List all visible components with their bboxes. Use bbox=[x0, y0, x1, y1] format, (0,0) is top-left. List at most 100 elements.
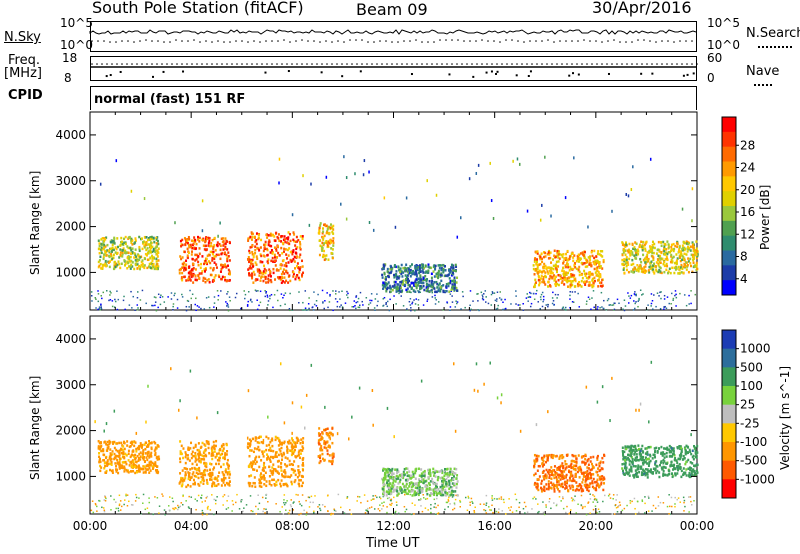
velocity-speckle bbox=[531, 508, 533, 510]
velocity-speckle bbox=[543, 513, 546, 516]
velocity-echo-cell bbox=[214, 456, 217, 459]
velocity-speckle bbox=[595, 498, 598, 501]
velocity-speckle bbox=[104, 500, 107, 502]
power-echo-cell bbox=[634, 252, 637, 255]
nave-point bbox=[316, 63, 318, 65]
velocity-echo-cell bbox=[179, 457, 182, 460]
power-echo-cell bbox=[323, 254, 326, 258]
power-echo-cell bbox=[396, 285, 399, 289]
velocity-speckle bbox=[286, 500, 288, 502]
power-sparse-echo bbox=[468, 177, 471, 181]
power-echo-cell bbox=[572, 267, 575, 271]
power-echo-cell bbox=[296, 274, 299, 277]
velocity-echo-cell bbox=[100, 441, 103, 445]
power-echo-cell bbox=[665, 255, 668, 258]
velocity-echo-cell bbox=[323, 428, 326, 432]
velocity-echo-cell bbox=[194, 482, 197, 486]
power-speckle bbox=[154, 304, 156, 307]
velocity-speckle bbox=[515, 498, 518, 501]
velocity-echo-cell bbox=[261, 450, 264, 453]
velocity-echo-cell bbox=[148, 440, 151, 443]
power-echo-cell bbox=[412, 269, 415, 273]
nsearch-point bbox=[583, 39, 585, 41]
power-echo-cell bbox=[674, 261, 677, 265]
velocity-echo-cell bbox=[431, 492, 434, 496]
nave-point bbox=[351, 63, 353, 65]
power-echo-cell bbox=[682, 265, 685, 269]
velocity-speckle bbox=[308, 506, 311, 508]
power-echo-cell bbox=[180, 244, 183, 248]
freq-outlier bbox=[640, 72, 643, 75]
power-speckle bbox=[373, 307, 376, 309]
power-echo-cell bbox=[387, 275, 390, 279]
power-echo-cell bbox=[573, 254, 576, 257]
power-echo-cell bbox=[213, 276, 216, 279]
power-echo-cell bbox=[665, 251, 668, 254]
power-echo-cell bbox=[203, 270, 206, 273]
velocity-echo-cell bbox=[262, 467, 265, 470]
velocity-echo-cell bbox=[111, 450, 114, 453]
power-echo-cell bbox=[450, 266, 453, 269]
power-speckle bbox=[99, 309, 101, 311]
power-echo-cell bbox=[191, 246, 194, 250]
power-speckle bbox=[539, 296, 542, 298]
power-echo-cell bbox=[131, 247, 134, 250]
power-echo-cell bbox=[155, 238, 158, 241]
power-echo-cell bbox=[549, 269, 552, 273]
power-echo-cell bbox=[292, 231, 295, 234]
power-echo-cell bbox=[275, 269, 278, 272]
velocity-echo-cell bbox=[319, 454, 322, 457]
power-echo-cell bbox=[538, 283, 541, 287]
power-echo-cell bbox=[589, 262, 592, 265]
power-echo-cell bbox=[197, 260, 200, 264]
velocity-echo-cell bbox=[222, 474, 225, 477]
power-echo-cell bbox=[596, 279, 599, 282]
velocity-speckle bbox=[245, 504, 248, 506]
power-echo-cell bbox=[213, 257, 216, 261]
power-echo-cell bbox=[420, 263, 423, 266]
power-speckle bbox=[354, 305, 356, 307]
power-speckle bbox=[288, 309, 291, 312]
power-echo-cell bbox=[554, 263, 557, 266]
power-echo-cell bbox=[149, 266, 152, 270]
power-speckle bbox=[437, 301, 440, 303]
power-echo-cell bbox=[445, 282, 448, 286]
power-echo-cell bbox=[687, 270, 690, 274]
velocity-echo-cell bbox=[252, 481, 255, 485]
power-speckle bbox=[303, 309, 306, 311]
power-echo-cell bbox=[569, 265, 572, 269]
power-speckle bbox=[496, 298, 498, 300]
nave-point bbox=[366, 63, 368, 65]
power-echo-cell bbox=[455, 281, 458, 284]
power-echo-cell bbox=[406, 287, 409, 290]
power-speckle bbox=[196, 305, 199, 307]
velocity-echo-cell bbox=[281, 458, 284, 461]
velocity-echo-cell bbox=[323, 446, 326, 449]
velocity-echo-cell bbox=[274, 468, 277, 471]
power-echo-cell bbox=[427, 263, 430, 266]
power-echo-cell bbox=[401, 283, 404, 286]
nsearch-point bbox=[229, 41, 231, 43]
velocity-echo-cell bbox=[410, 485, 413, 489]
power-echo-cell bbox=[447, 273, 450, 277]
nsearch-point bbox=[427, 41, 429, 43]
power-echo-cell bbox=[409, 271, 412, 274]
power-echo-cell bbox=[208, 237, 211, 240]
power-echo-cell bbox=[157, 242, 160, 246]
velocity-echo-cell bbox=[433, 493, 436, 497]
nave-point bbox=[431, 63, 433, 65]
velocity-echo-cell bbox=[266, 453, 269, 456]
power-echo-cell bbox=[212, 267, 215, 270]
power-echo-cell bbox=[395, 290, 398, 293]
power-speckle bbox=[194, 303, 197, 306]
power-echo-cell bbox=[624, 249, 627, 252]
nave-point bbox=[166, 63, 168, 65]
power-echo-cell bbox=[452, 266, 455, 270]
power-echo-cell bbox=[113, 236, 116, 240]
velocity-echo-cell bbox=[265, 448, 268, 452]
power-echo-cell bbox=[544, 255, 547, 258]
power-echo-cell bbox=[563, 257, 566, 260]
nsearch-point bbox=[631, 41, 633, 43]
power-speckle bbox=[472, 300, 474, 302]
velocity-echo-cell bbox=[132, 454, 135, 457]
